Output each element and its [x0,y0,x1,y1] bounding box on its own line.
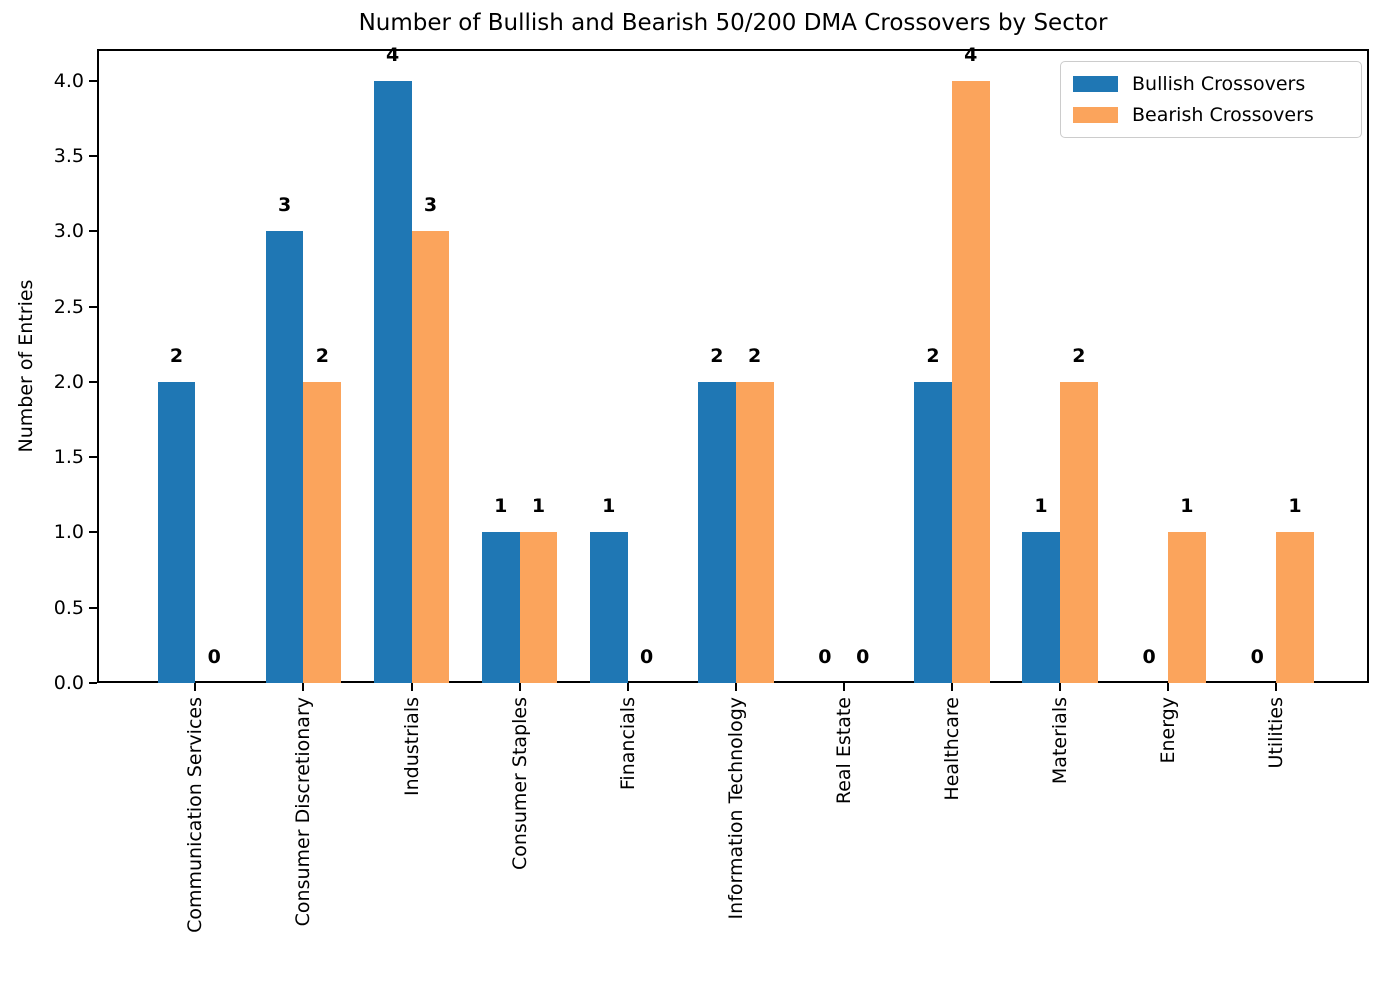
y-tick [89,154,97,157]
legend-box: Bullish Crossovers Bearish Crossovers [1060,61,1362,138]
bar-value-label-bullish-real-estate: 0 [818,646,832,668]
y-tick [89,456,97,459]
bar-value-label-bullish-energy: 0 [1142,646,1156,668]
x-tick [626,683,629,691]
y-tick-label: 1.0 [53,521,84,544]
y-tick [89,682,97,684]
x-tick-label-healthcare: Healthcare [940,697,963,801]
bar-value-label-bearish-materials: 2 [1072,344,1086,367]
x-tick [1058,683,1061,691]
x-tick [1167,683,1170,691]
bar-bearish-consumer-discretionary [303,381,342,683]
bar-bullish-industrials [373,80,412,683]
bar-value-label-bearish-consumer-staples: 1 [531,495,546,518]
y-tick-label: 3.5 [53,144,84,167]
bar-bullish-healthcare [914,381,952,683]
bar-value-label-bullish-healthcare: 2 [926,344,940,367]
bar-bearish-healthcare [951,80,990,683]
legend-swatch-bullish [1073,76,1118,92]
y-tick [89,531,97,534]
bar-bullish-consumer-discretionary [265,231,304,683]
x-tick-label-information-technology: Information Technology [724,697,747,920]
y-tick [89,305,97,308]
y-tick-label: 2.5 [53,295,84,318]
y-tick-label: 3.0 [53,220,84,243]
x-tick-label-energy: Energy [1157,697,1180,764]
bar-value-label-bullish-consumer-discretionary: 3 [277,194,292,217]
bar-value-label-bearish-healthcare: 4 [964,43,978,66]
x-tick-label-communication-services: Communication Services [184,697,207,933]
x-tick-label-industrials: Industrials [400,697,423,797]
bar-value-label-bullish-communication-services: 2 [169,344,184,367]
bar-value-label-bullish-industrials: 4 [386,43,400,66]
x-tick-label-consumer-staples: Consumer Staples [508,697,531,871]
y-tick-label: 4.0 [53,69,84,92]
bar-bearish-information-technology [735,381,774,683]
bar-value-label-bearish-real-estate: 0 [856,646,870,668]
bar-value-label-bearish-information-technology: 2 [748,344,762,367]
y-tick [89,606,97,609]
bar-value-label-bullish-information-technology: 2 [710,344,724,367]
bar-value-label-bullish-materials: 1 [1034,495,1048,518]
y-tick-label: 1.5 [53,446,84,469]
y-tick-label: 0.5 [53,596,84,619]
bar-bullish-materials [1022,532,1060,683]
bar-bullish-financials [589,532,628,683]
x-tick [518,683,521,691]
bar-bullish-information-technology [697,381,736,683]
x-tick [194,683,197,691]
y-tick [89,380,97,383]
x-tick-label-financials: Financials [616,697,639,791]
y-tick-label: 2.0 [53,370,84,393]
legend-label-bullish: Bullish Crossovers [1132,73,1306,95]
x-tick [1275,683,1278,691]
bar-value-label-bearish-consumer-discretionary: 2 [315,344,329,367]
y-tick [89,79,97,82]
bar-bearish-industrials [411,231,450,683]
x-tick [410,683,413,691]
bar-bearish-utilities [1276,532,1314,683]
bar-bearish-energy [1168,532,1206,683]
x-tick [950,683,953,691]
x-tick [842,683,845,691]
bar-value-label-bearish-energy: 1 [1180,495,1194,518]
legend-label-bearish: Bearish Crossovers [1132,104,1314,126]
x-tick-label-utilities: Utilities [1265,697,1288,769]
bar-value-label-bearish-communication-services: 0 [207,646,221,668]
legend-swatch-bearish [1073,107,1118,123]
y-tick-label: 0.0 [53,672,84,694]
x-tick-label-real-estate: Real Estate [832,697,855,805]
bar-value-label-bearish-financials: 0 [639,646,654,668]
bar-bearish-materials [1059,381,1098,683]
x-tick-label-consumer-discretionary: Consumer Discretionary [292,697,315,927]
bar-value-label-bearish-industrials: 3 [423,194,438,217]
legend-item-bearish: Bearish Crossovers [1073,103,1361,127]
bar-bullish-consumer-staples [481,532,520,683]
bar-value-label-bullish-financials: 1 [602,495,616,518]
x-tick [302,683,305,691]
chart-title: Number of Bullish and Bearish 50/200 DMA… [358,10,1108,36]
bar-value-label-bullish-consumer-staples: 1 [494,495,508,518]
x-tick-label-materials: Materials [1048,697,1071,785]
legend-item-bullish: Bullish Crossovers [1073,72,1361,96]
bar-bearish-consumer-staples [519,532,558,683]
bar-value-label-bullish-utilities: 0 [1250,646,1264,668]
bar-value-label-bearish-utilities: 1 [1288,495,1302,518]
x-tick [734,683,737,691]
bar-bullish-communication-services [157,381,196,683]
y-tick [89,230,97,233]
